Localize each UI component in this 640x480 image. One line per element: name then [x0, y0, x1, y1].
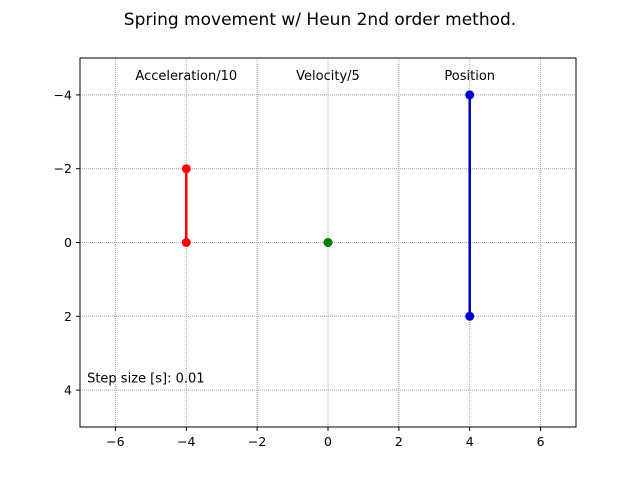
annotations: Acceleration/10 Velocity/5 Position Step si…	[87, 69, 495, 387]
velocity-5-point	[323, 238, 333, 247]
x-tick-label: 6	[537, 434, 545, 449]
chart-title: Spring movement w/ Heun 2nd order method…	[124, 10, 516, 30]
plot-frame	[79, 57, 577, 428]
data-series	[181, 90, 475, 321]
annotation-label: Velocity/5	[296, 69, 360, 84]
x-tick-label: −4	[177, 434, 195, 449]
x-tick-label: 0	[324, 434, 332, 449]
acceleration-10-point	[181, 238, 191, 247]
x-tick-label: 4	[466, 434, 474, 449]
y-tick-label: −2	[54, 161, 72, 176]
y-tick-label: 0	[64, 235, 72, 250]
acceleration-10-point	[181, 164, 191, 174]
x-axis-ticks: −6 −4 −2 0 2 4 6	[106, 427, 545, 449]
annotation-label: Position	[444, 69, 495, 84]
annotation-label: Acceleration/10	[135, 69, 237, 84]
y-tick-label: −4	[54, 87, 72, 102]
x-tick-label: −6	[106, 434, 124, 449]
x-tick-label: −2	[248, 434, 266, 449]
y-tick-label: 4	[64, 383, 72, 398]
position-point	[465, 311, 475, 321]
y-axis-ticks: −4 −2 0 2 4	[54, 87, 80, 398]
annotation-label: Step size [s]: 0.01	[87, 372, 204, 387]
y-tick-label: 2	[64, 309, 72, 324]
x-tick-label: 2	[395, 434, 403, 449]
position-point	[465, 90, 475, 100]
